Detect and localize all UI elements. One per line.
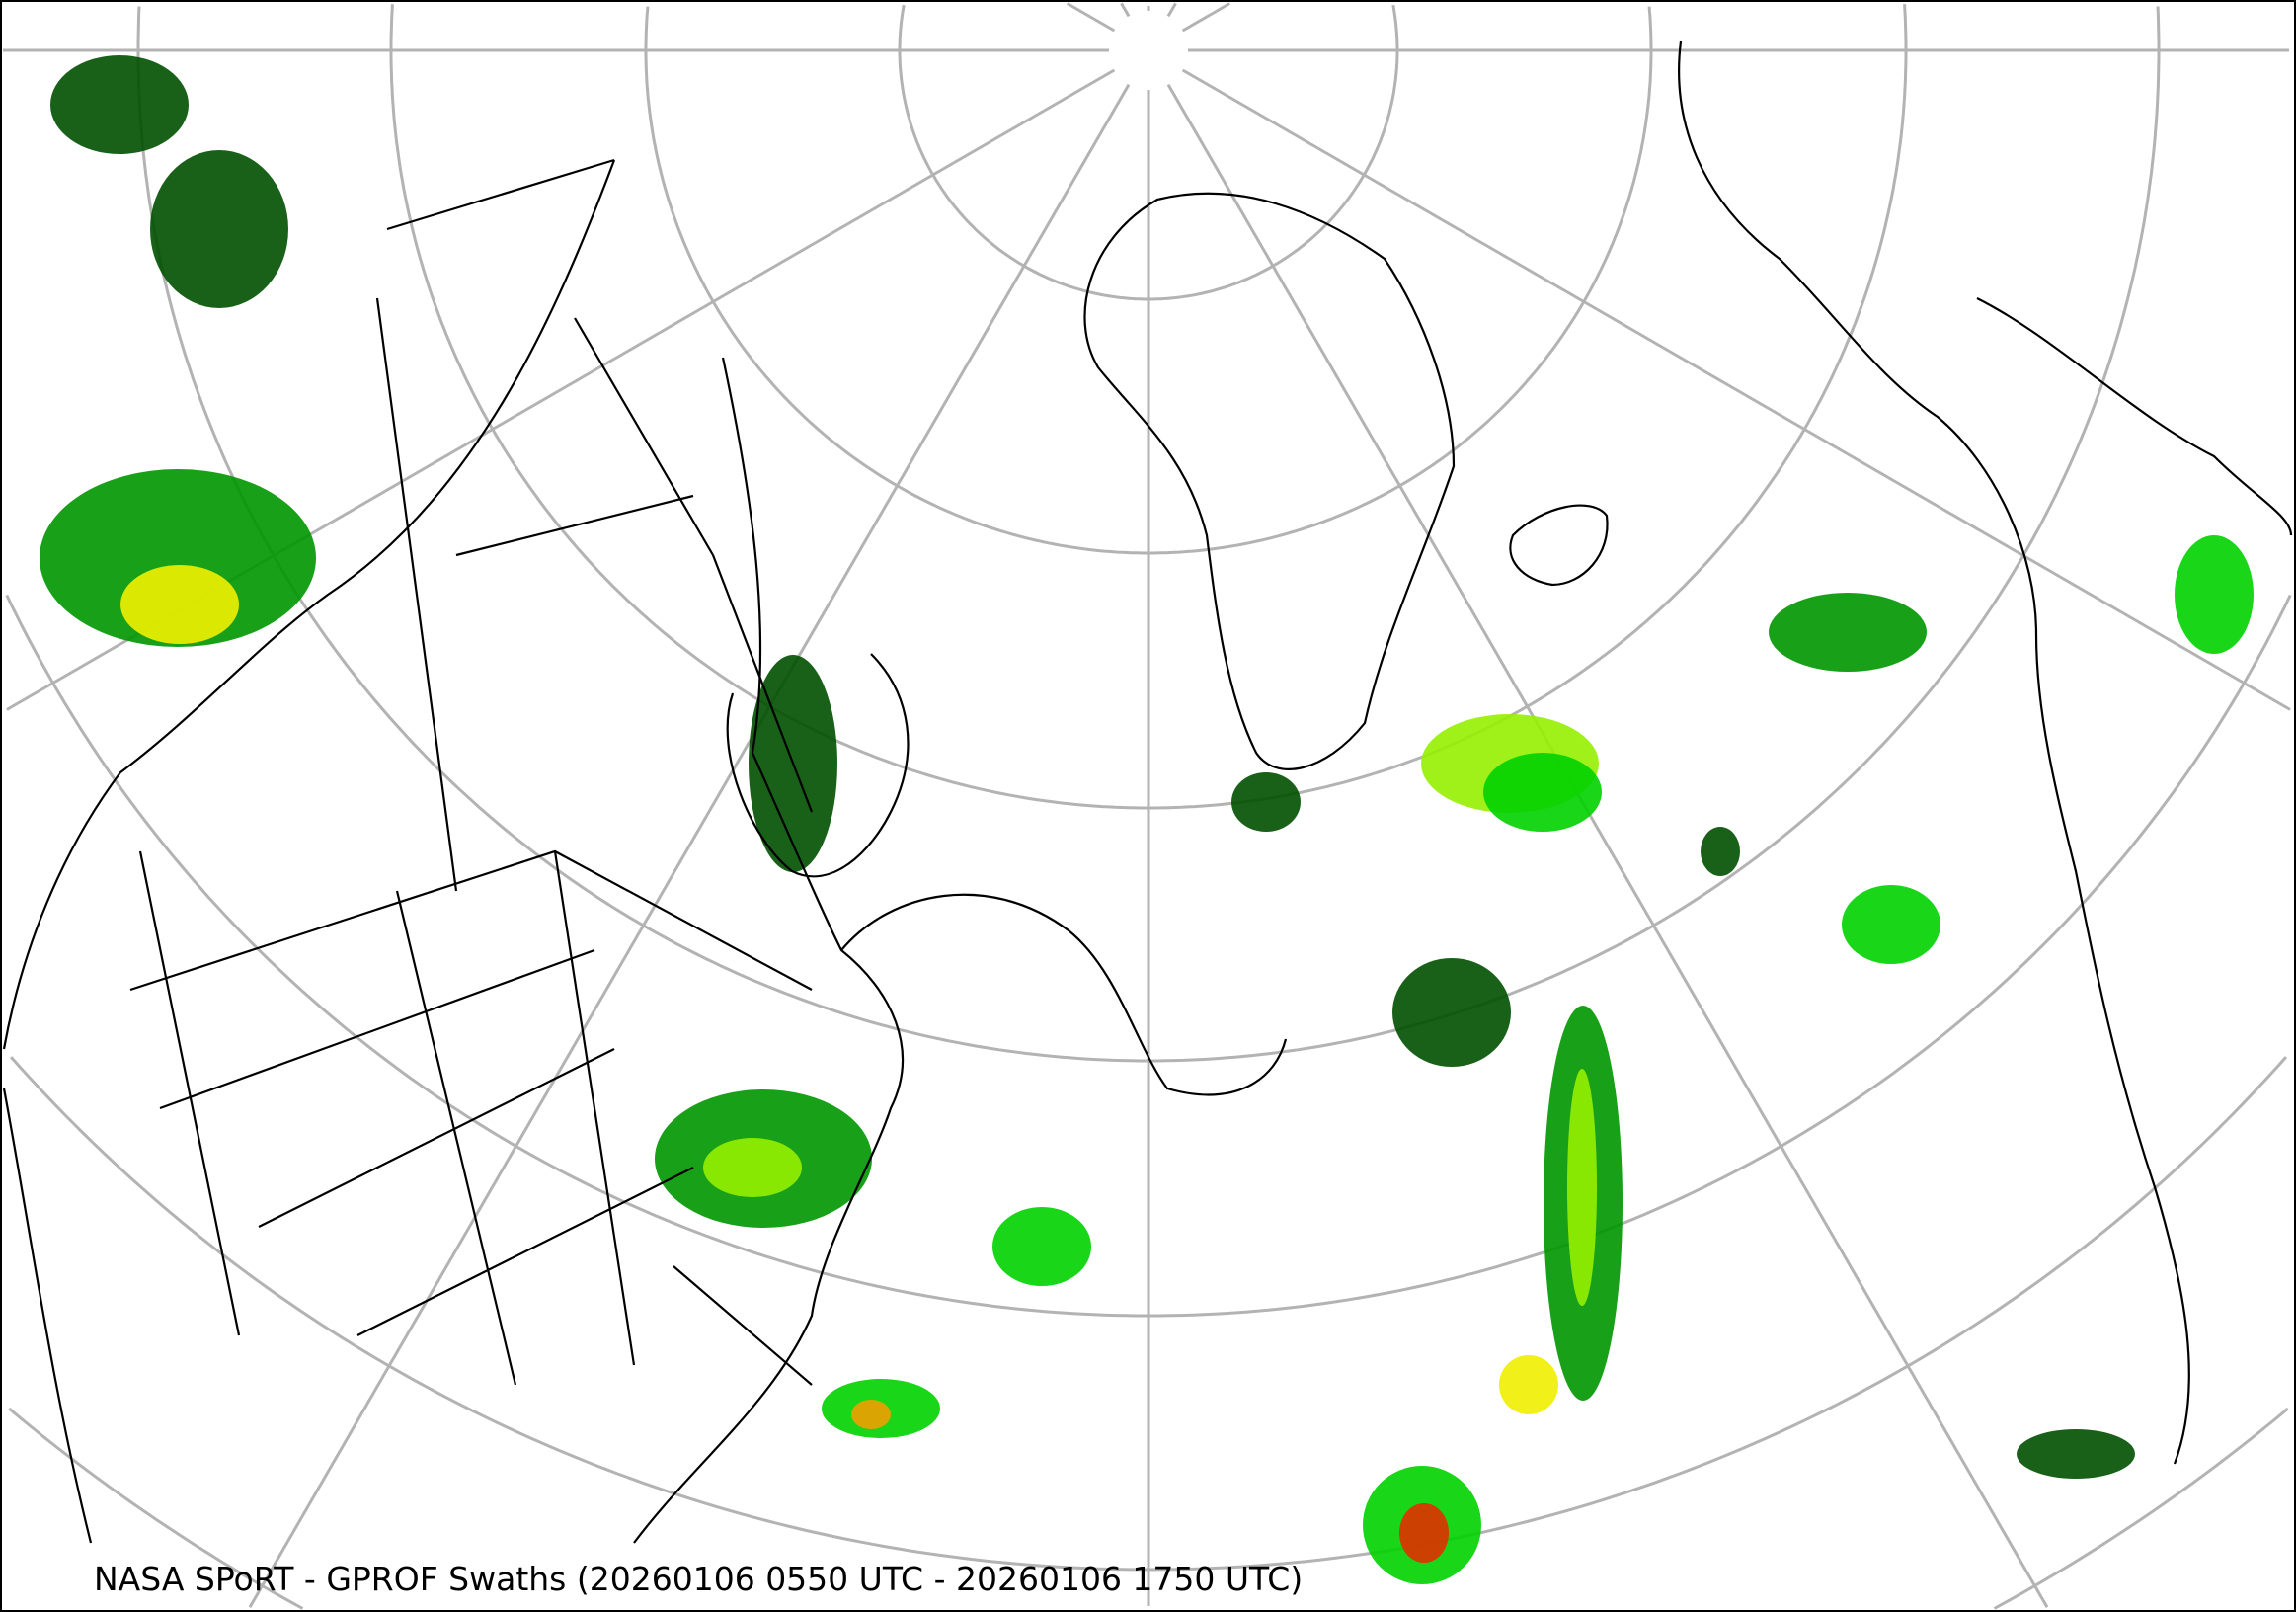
precipitation-swaths xyxy=(40,55,2254,1584)
latitude-circle xyxy=(898,4,1399,301)
precip-swath-area xyxy=(2175,535,2254,654)
hudson-bay-coast xyxy=(726,653,910,878)
latitude-circle xyxy=(1391,4,1399,50)
precip-swath-area xyxy=(1392,958,1511,1067)
latitude-circle xyxy=(8,1407,304,1610)
canada-province-borders xyxy=(375,158,814,892)
meridian-line xyxy=(1066,2,1116,33)
iceland-outline xyxy=(1509,504,1609,587)
latitude-circle xyxy=(644,6,1653,555)
map-caption: NASA SPoRT - GPROF Swaths (20260106 0550… xyxy=(94,1560,1304,1598)
europe-coast xyxy=(1678,40,2293,1465)
precip-swath-area xyxy=(40,469,316,647)
precip-swath-area xyxy=(703,1138,802,1197)
precip-swath-area xyxy=(1483,753,1602,832)
latitude-circle xyxy=(1993,1407,2289,1610)
meridian-line xyxy=(248,83,1131,1608)
graticule xyxy=(3,2,2292,1610)
precip-swath-area xyxy=(2017,1429,2135,1479)
meridian-line xyxy=(1181,68,2291,711)
precip-swath-area xyxy=(1701,827,1740,876)
north-america-coast xyxy=(2,159,1288,1544)
precip-swath-area xyxy=(1567,1069,1597,1306)
precip-swath-area xyxy=(1842,885,1940,964)
meridian-line xyxy=(1166,83,2049,1608)
meridian-line xyxy=(1166,2,1177,18)
precip-swath-area xyxy=(50,55,189,154)
precip-swath-area xyxy=(150,150,288,308)
precip-swath-area xyxy=(1769,593,1927,672)
precip-swath-area xyxy=(1231,772,1301,832)
greenland-outline xyxy=(1083,192,1456,770)
us-state-borders xyxy=(129,849,813,1386)
latitude-circle xyxy=(389,4,1908,810)
precip-swath-area xyxy=(992,1207,1091,1286)
latitude-circle xyxy=(2156,6,2161,50)
precip-swath-area xyxy=(1499,1355,1558,1414)
meridian-line xyxy=(1120,2,1131,18)
precip-swath-area xyxy=(851,1400,891,1429)
latitude-circle xyxy=(1647,6,1653,50)
precip-swath-area xyxy=(120,565,239,644)
meridian-line xyxy=(1181,2,1231,33)
coastlines-borders xyxy=(2,40,2293,1544)
latitude-circle xyxy=(1903,4,1908,50)
precip-swath-area xyxy=(1399,1503,1449,1563)
